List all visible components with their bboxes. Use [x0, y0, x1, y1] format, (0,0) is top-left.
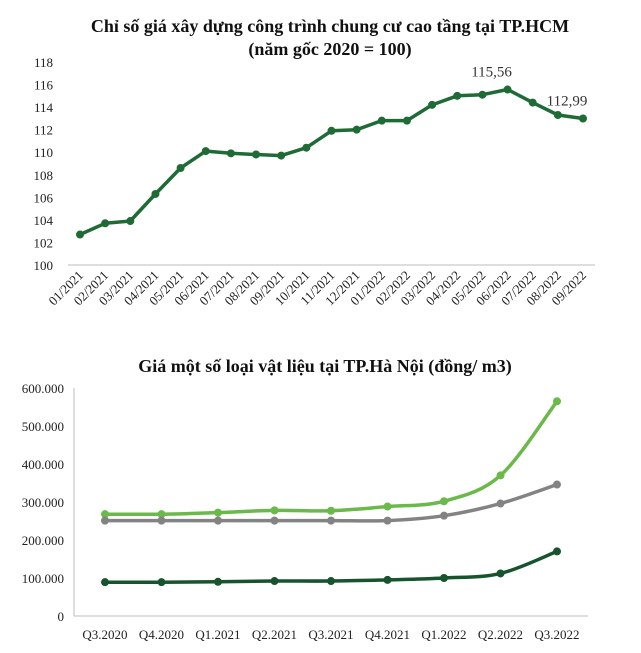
chart1-data-point	[453, 91, 462, 100]
chart1-title: Chỉ số giá xây dựng công trình chung cư …	[91, 16, 569, 36]
chart1-series-line	[79, 87, 584, 237]
chart1-data-point	[302, 143, 311, 152]
chart1-y-tick-label: 118	[34, 55, 53, 70]
chart2-y-tick-label: 0	[58, 609, 65, 624]
chart1-data-point	[528, 98, 537, 107]
chart2-data-point	[553, 397, 561, 406]
chart2-data-point	[157, 516, 166, 525]
chart1-data-point	[201, 147, 210, 156]
chart1-data-label: 112,99	[547, 94, 588, 110]
chart2-data-point	[327, 506, 335, 515]
chart1-data-point	[402, 116, 411, 125]
chart2-data-point	[214, 508, 222, 517]
chart2-data-point	[157, 578, 166, 587]
material-price-chart: Giá một số loại vật liệu tại TP.Hà Nội (…	[22, 356, 588, 642]
chart1-y-tick-label: 102	[34, 235, 54, 250]
chart1-data-point	[277, 151, 286, 160]
chart2-y-tick-label: 400.000	[22, 457, 64, 472]
chart2-data-point	[383, 575, 392, 584]
chart2-data-point	[553, 547, 561, 556]
chart1-data-point	[176, 164, 185, 173]
chart1-y-tick-label: 110	[34, 145, 53, 160]
chart2-y-tick-label: 600.000	[22, 381, 64, 396]
chart2-x-tick-label: Q3.2022	[534, 627, 579, 642]
chart2-data-point	[214, 516, 222, 525]
chart2-data-point	[383, 502, 392, 511]
chart2-title: Giá một số loại vật liệu tại TP.Hà Nội (…	[138, 356, 512, 377]
chart2-data-point	[440, 574, 448, 582]
chart2-data-point	[383, 516, 392, 525]
chart1-data-point	[428, 100, 437, 109]
chart2-data-point	[327, 516, 335, 525]
building-price-index-chart: Chỉ số giá xây dựng công trình chung cư …	[34, 16, 595, 308]
chart2-y-tick-label: 300.000	[22, 495, 64, 510]
chart2-data-point	[157, 510, 166, 519]
chart2-x-tick-label: Q4.2021	[365, 627, 410, 642]
chart2-y-tick-label: 200.000	[22, 533, 64, 548]
chart2-data-point	[553, 480, 561, 489]
chart1-y-tick-label: 106	[34, 190, 54, 205]
chart1-data-point	[579, 114, 587, 123]
chart1-data-label: 115,56	[471, 65, 512, 81]
chart2-data-point	[101, 516, 109, 525]
chart1-data-point	[126, 217, 135, 226]
chart1-data-point	[226, 149, 235, 158]
chart1-data-point	[101, 219, 110, 228]
chart2-data-point	[496, 569, 505, 578]
chart1-y-tick-label: 100	[34, 258, 54, 273]
chart1-data-point	[352, 125, 361, 134]
chart2-x-tick-label: Q3.2020	[82, 627, 127, 642]
chart1-y-tick-label: 114	[34, 100, 54, 115]
chart2-x-tick-label: Q2.2022	[478, 627, 523, 642]
chart2-data-point	[440, 511, 448, 520]
chart1-y-tick-label: 104	[34, 213, 54, 228]
chart1-y-tick-label: 112	[34, 123, 53, 138]
chart1-data-point	[327, 126, 336, 135]
chart2-data-point	[101, 578, 109, 587]
chart2-data-point	[101, 510, 109, 519]
chart1-y-tick-label: 116	[34, 78, 54, 93]
chart2-x-tick-label: Q3.2021	[308, 627, 353, 642]
chart2-data-point	[496, 499, 505, 508]
chart1-data-point	[478, 90, 487, 99]
chart2-data-point	[270, 506, 279, 515]
chart2-data-point	[496, 471, 505, 480]
chart1-data-point	[377, 116, 386, 125]
chart2-data-point	[270, 577, 279, 586]
chart2-y-tick-label: 100.000	[22, 571, 64, 586]
chart2-x-tick-label: Q1.2021	[195, 627, 240, 642]
chart2-x-tick-label: Q1.2022	[421, 627, 466, 642]
chart1-data-point	[252, 150, 261, 159]
chart2-series-line	[103, 399, 559, 517]
chart2-data-point	[327, 577, 335, 586]
chart2-x-tick-label: Q2.2021	[252, 627, 297, 642]
chart2-y-tick-label: 500.000	[22, 419, 64, 434]
chart2-data-point	[440, 497, 448, 506]
chart2-data-point	[270, 516, 279, 525]
chart1-data-point	[553, 111, 562, 120]
chart1-y-tick-label: 108	[34, 168, 54, 183]
chart2-x-tick-label: Q4.2020	[139, 627, 184, 642]
chart1-data-point	[151, 189, 160, 198]
chart1-data-point	[76, 230, 84, 239]
chart2-data-point	[214, 577, 222, 586]
chart1-data-point	[503, 85, 512, 94]
chart1-subtitle: (năm gốc 2020 = 100)	[248, 39, 411, 60]
